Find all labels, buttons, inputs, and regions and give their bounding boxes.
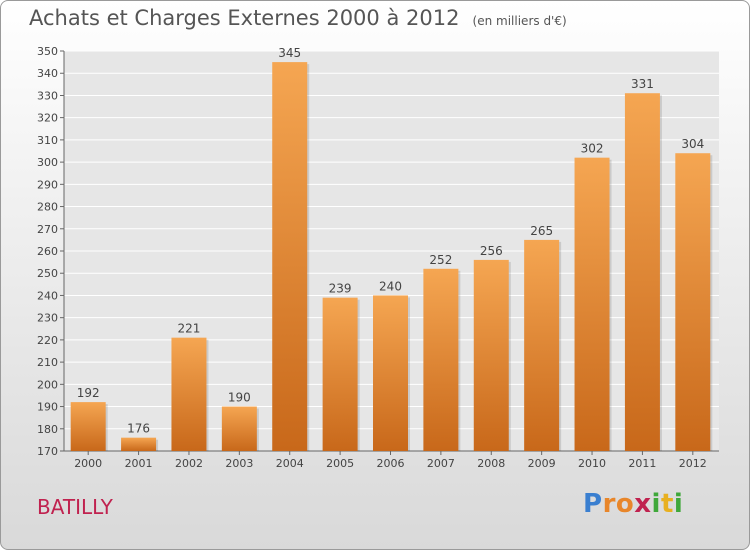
bar-value-label: 192 [77,386,100,400]
bar [473,259,509,451]
bar-value-label: 190 [228,391,251,405]
x-tick-label: 2004 [276,457,304,470]
y-tick-label: 250 [37,267,58,280]
y-tick-label: 180 [37,423,58,436]
y-tick-label: 170 [37,445,58,458]
x-tick-label: 2009 [528,457,556,470]
logo-letter: i [673,489,684,519]
bar [171,337,207,451]
y-tick-label: 350 [37,45,58,58]
y-tick-label: 290 [37,178,58,191]
y-tick-label: 320 [37,112,58,125]
commune-name: BATILLY [37,495,113,519]
bar [574,157,610,451]
bar-value-label: 176 [127,422,150,436]
logo-letter: o [615,489,635,519]
y-tick-label: 270 [37,223,58,236]
bar [524,239,560,451]
y-tick-label: 300 [37,156,58,169]
bar-value-label: 345 [278,46,301,60]
chart-title-block: Achats et Charges Externes 2000 à 2012 (… [29,6,567,30]
y-tick-label: 310 [37,134,58,147]
bar [624,93,660,451]
bar [675,153,711,451]
y-tick-label: 280 [37,201,58,214]
y-tick-label: 230 [37,312,58,325]
y-tick-label: 260 [37,245,58,258]
x-tick-label: 2005 [326,457,354,470]
x-tick-label: 2012 [679,457,707,470]
logo-letter: x [634,489,652,519]
logo-letter: P [583,489,603,519]
bar [70,402,106,451]
bar-value-label: 331 [631,77,654,91]
x-tick-label: 2001 [125,457,153,470]
logo-letter: i [651,489,661,519]
logo-letter: t [660,489,674,519]
x-tick-label: 2008 [477,457,505,470]
chart-title: Achats et Charges Externes 2000 à 2012 [29,6,460,30]
x-tick-label: 2011 [628,457,656,470]
bar [373,295,408,451]
chart-subtitle: (en milliers d'€) [472,14,567,28]
y-tick-label: 340 [37,67,58,80]
bar-value-label: 256 [480,244,503,258]
x-tick-label: 2002 [175,457,203,470]
bar-value-label: 265 [530,224,553,238]
y-tick-label: 210 [37,356,58,369]
proxiti-logo: Proxiti [583,489,683,519]
x-tick-label: 2010 [578,457,606,470]
x-tick-label: 2007 [427,457,455,470]
x-tick-label: 2003 [225,457,253,470]
x-tick-label: 2006 [377,457,405,470]
y-tick-label: 200 [37,378,58,391]
y-tick-label: 330 [37,89,58,102]
bar-value-label: 240 [379,279,402,293]
y-tick-label: 190 [37,401,58,414]
bar [221,406,257,451]
y-tick-label: 240 [37,289,58,302]
y-tick-label: 220 [37,334,58,347]
logo-letter: r [602,489,616,519]
bar-value-label: 252 [429,253,452,267]
bar-value-label: 239 [329,282,352,296]
x-tick-label: 2000 [74,457,102,470]
bar-value-label: 304 [681,137,704,151]
bar [121,437,157,451]
bar [322,297,358,451]
bar [423,268,459,451]
bar [272,62,308,451]
bar-value-label: 302 [581,142,604,156]
bar-value-label: 221 [178,322,201,336]
